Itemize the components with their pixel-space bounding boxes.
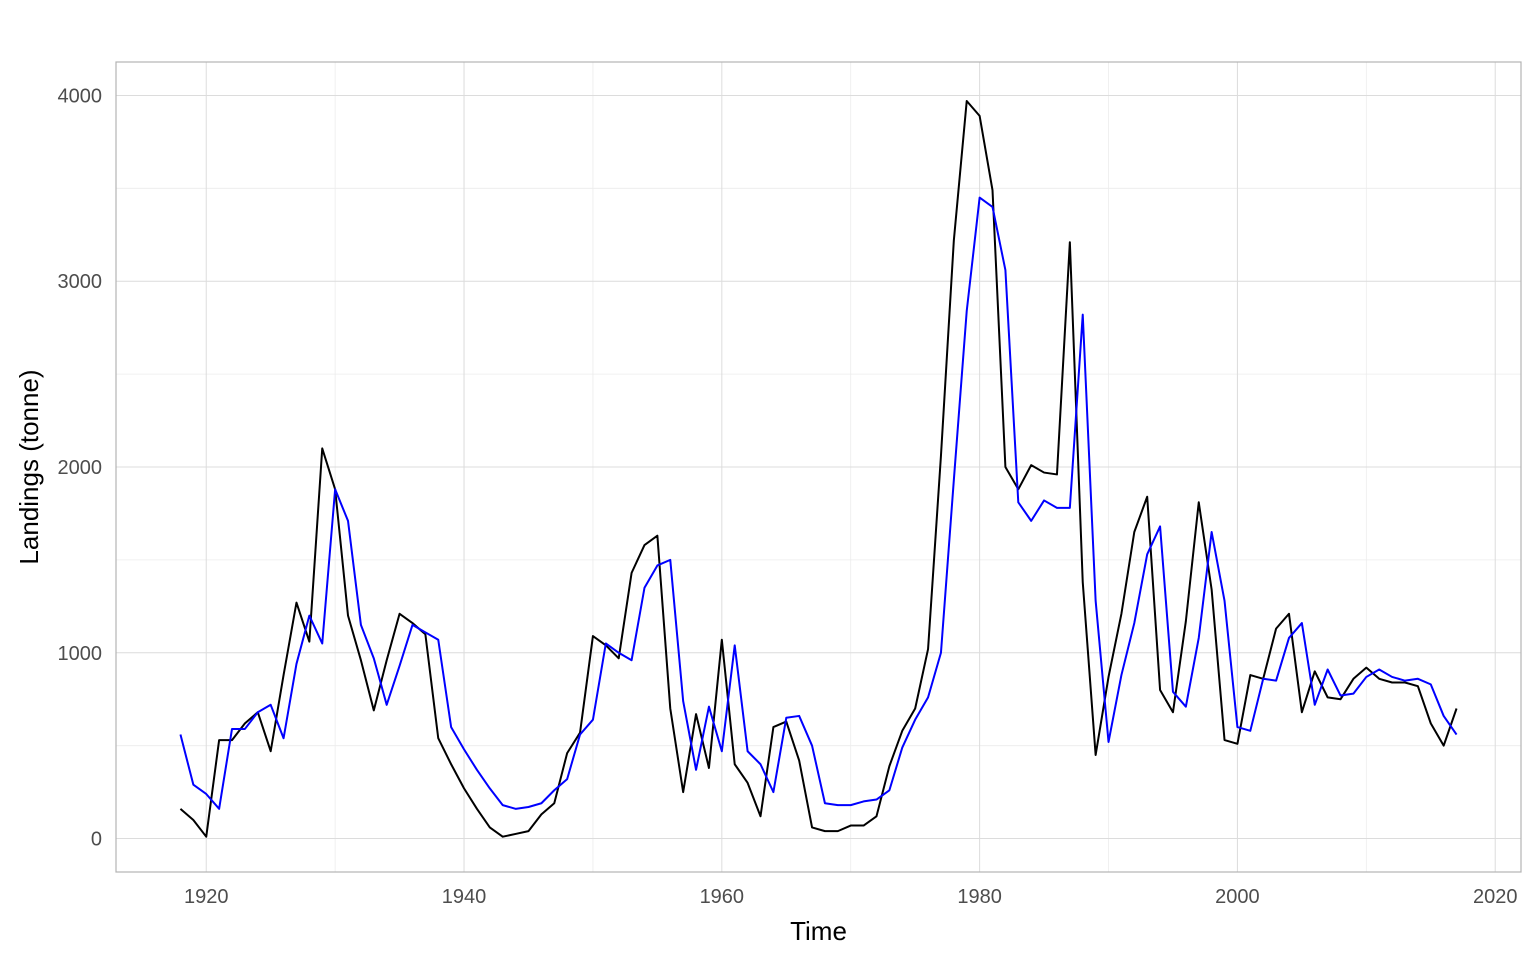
plot-panel-border <box>115 61 1522 873</box>
y-tick-label: 1000 <box>58 643 103 665</box>
y-tick-label: 0 <box>91 829 102 851</box>
series-line-2 <box>179 196 1458 810</box>
x-tick-label: 2000 <box>1215 886 1260 908</box>
x-tick-label: 1960 <box>700 886 745 908</box>
y-tick-label: 4000 <box>58 85 103 107</box>
x-tick-label: 2020 <box>1473 886 1518 908</box>
x-axis-tick-labels: 1920 1940 1960 1980 2000 2020 <box>184 886 1517 908</box>
major-gridlines <box>116 62 1521 872</box>
x-axis-title: Time <box>790 916 847 946</box>
series-layer <box>179 100 1458 838</box>
y-tick-label: 3000 <box>58 271 103 293</box>
y-axis-title: Landings (tonne) <box>14 369 44 564</box>
x-tick-label: 1920 <box>184 886 229 908</box>
x-tick-label: 1940 <box>442 886 487 908</box>
y-tick-label: 2000 <box>58 457 103 479</box>
y-axis-tick-labels: 0 1000 2000 3000 4000 <box>58 85 103 850</box>
x-tick-label: 1980 <box>957 886 1002 908</box>
series-line-1 <box>179 100 1458 838</box>
